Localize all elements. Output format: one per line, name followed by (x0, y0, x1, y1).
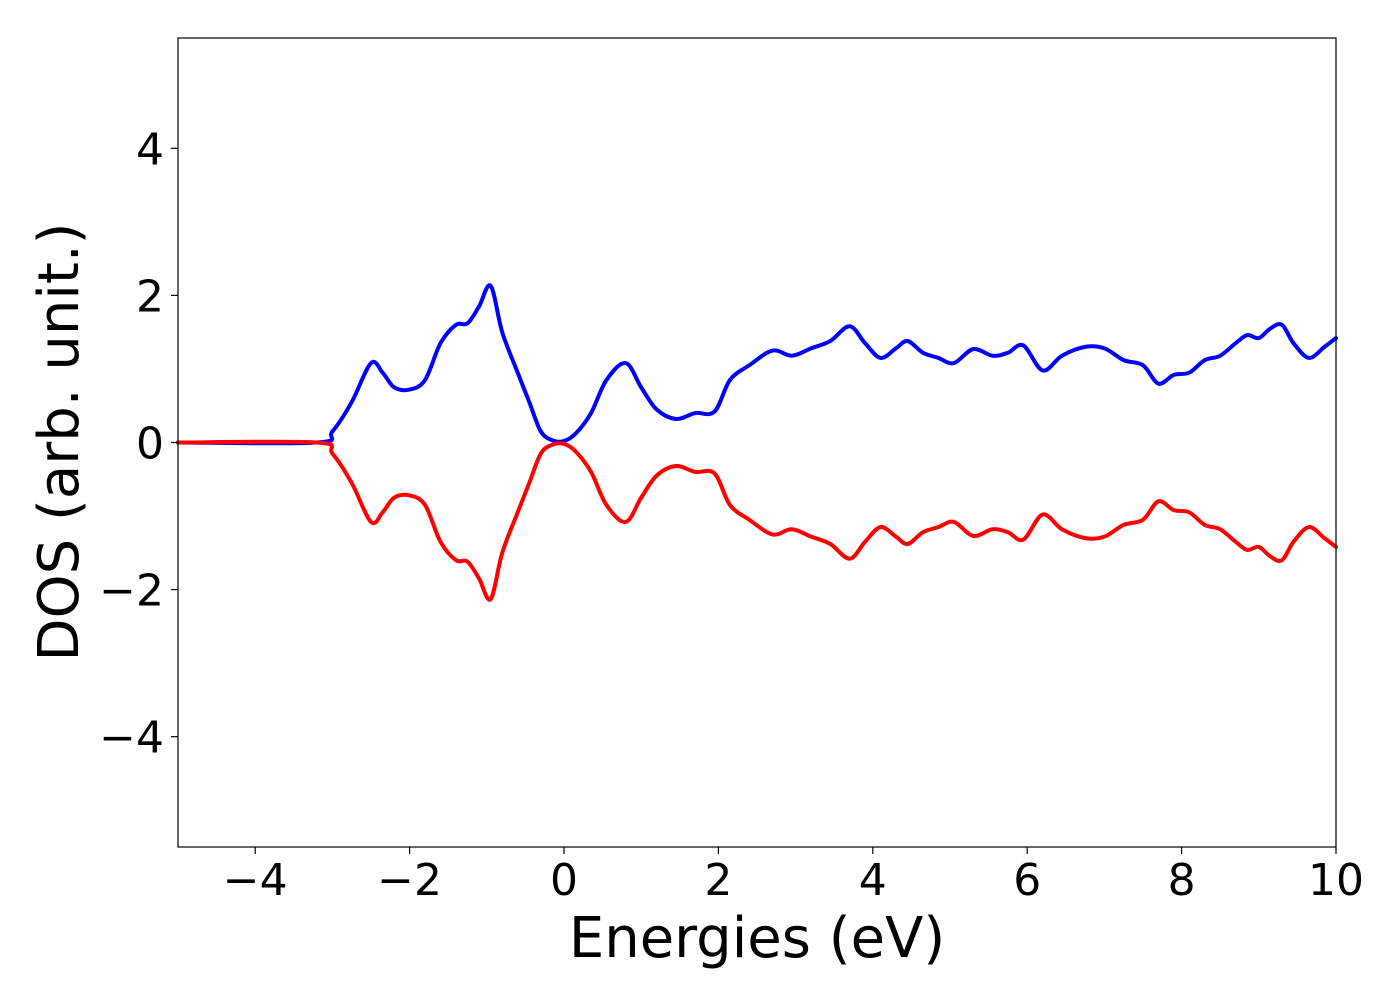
x-tick-label: −4 (223, 855, 288, 906)
x-tick-label: 4 (859, 855, 887, 906)
series-line-2 (176, 439, 1338, 602)
y-tick-label: 4 (136, 124, 164, 175)
x-tick-label: −2 (377, 855, 442, 906)
plot-lines (176, 283, 1338, 602)
y-tick-label: 2 (136, 271, 164, 322)
x-tick-label: 2 (704, 855, 732, 906)
plot-frame (177, 37, 1337, 848)
y-tick-label: −4 (99, 713, 164, 764)
x-tick-label: 8 (1168, 855, 1196, 906)
y-axis-title: DOS (arb. unit.) (27, 222, 92, 661)
x-axis-ticks: −4 −2 0 2 4 6 8 10 (223, 847, 1364, 906)
y-tick-label: −2 (99, 566, 164, 617)
x-tick-label: 6 (1013, 855, 1041, 906)
x-tick-label: 10 (1308, 855, 1364, 906)
x-axis-title: Energies (eV) (569, 906, 945, 971)
x-tick-label: 0 (550, 855, 578, 906)
y-axis-ticks: −4 −2 0 2 4 (99, 124, 178, 764)
series-line-1 (176, 283, 1338, 446)
y-tick-label: 0 (136, 419, 164, 470)
